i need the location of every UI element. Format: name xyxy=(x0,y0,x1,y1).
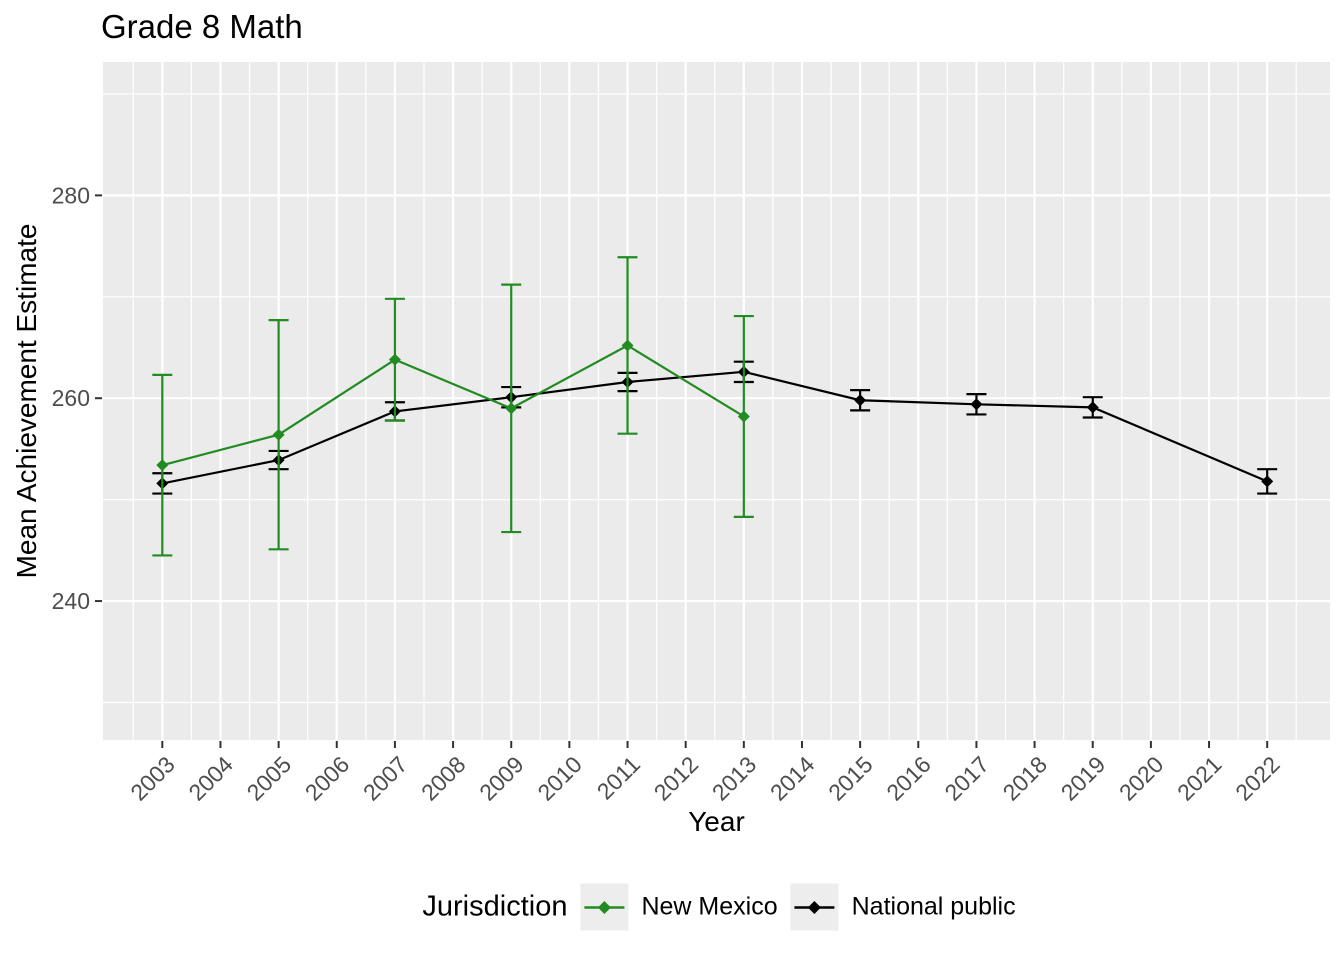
data-point xyxy=(388,353,401,366)
x-tick-label: 2017 xyxy=(939,751,994,806)
y-tick-label: 240 xyxy=(52,588,90,614)
x-tick-label: 2009 xyxy=(474,751,529,806)
series-new-mexico xyxy=(152,256,754,557)
line-point-glyph-icon xyxy=(584,900,625,914)
x-tick-label: 2013 xyxy=(707,751,762,806)
y-axis-title: Mean Achievement Estimate xyxy=(11,223,42,579)
axis-ticks xyxy=(95,194,1269,748)
data-point xyxy=(970,398,983,411)
legend: Jurisdiction New Mexico National public xyxy=(422,883,1016,931)
data-point xyxy=(621,339,634,352)
data-point xyxy=(1086,401,1099,414)
legend-key-new-mexico xyxy=(580,883,629,931)
x-tick-label: 2012 xyxy=(649,751,704,806)
x-tick-label: 2003 xyxy=(125,751,180,806)
data-point xyxy=(156,459,169,472)
grid-minor xyxy=(103,62,1330,740)
x-tick-label: 2011 xyxy=(592,751,645,804)
trend-line xyxy=(162,370,1268,485)
legend-title: Jurisdiction xyxy=(422,890,568,923)
x-tick-label: 2008 xyxy=(416,751,471,806)
x-tick-label: 2004 xyxy=(183,751,238,806)
legend-item-national-public: National public xyxy=(790,883,1016,931)
legend-item-new-mexico: New Mexico xyxy=(580,883,778,931)
data-point xyxy=(737,410,750,423)
x-tick-label: 2021 xyxy=(1172,751,1227,806)
x-tick-label: 2020 xyxy=(1114,751,1169,806)
x-tick-label: 2006 xyxy=(300,751,355,806)
chart-title: Grade 8 Math xyxy=(101,8,303,45)
line-point-glyph-icon xyxy=(794,900,835,914)
x-tick-label: 2022 xyxy=(1230,751,1285,806)
legend-key-national-public xyxy=(790,883,839,931)
y-tick-label: 260 xyxy=(52,385,90,411)
data-point xyxy=(1261,475,1274,488)
x-tick-label: 2015 xyxy=(823,751,878,806)
data-point xyxy=(505,402,518,415)
x-tick-label: 2014 xyxy=(765,751,820,806)
y-tick-label: 280 xyxy=(52,182,90,208)
data-point xyxy=(272,428,285,441)
data-point xyxy=(854,394,867,407)
x-tick-label: 2016 xyxy=(881,751,936,806)
legend-label-new-mexico: New Mexico xyxy=(641,892,778,921)
x-axis-tick-labels: 2003 2004 2005 2006 2007 2008 2009 2010 2011 2012… xyxy=(125,751,1284,806)
trend-line xyxy=(162,344,745,467)
y-axis-tick-labels: 240 260 280 xyxy=(52,182,90,614)
x-axis-title: Year xyxy=(688,806,745,837)
x-tick-label: 2007 xyxy=(358,751,413,806)
x-tick-label: 2019 xyxy=(1056,751,1111,806)
x-tick-label: 2010 xyxy=(532,751,587,806)
legend-label-national-public: National public xyxy=(851,892,1016,921)
x-tick-label: 2005 xyxy=(242,751,297,806)
x-tick-label: 2018 xyxy=(998,751,1053,806)
